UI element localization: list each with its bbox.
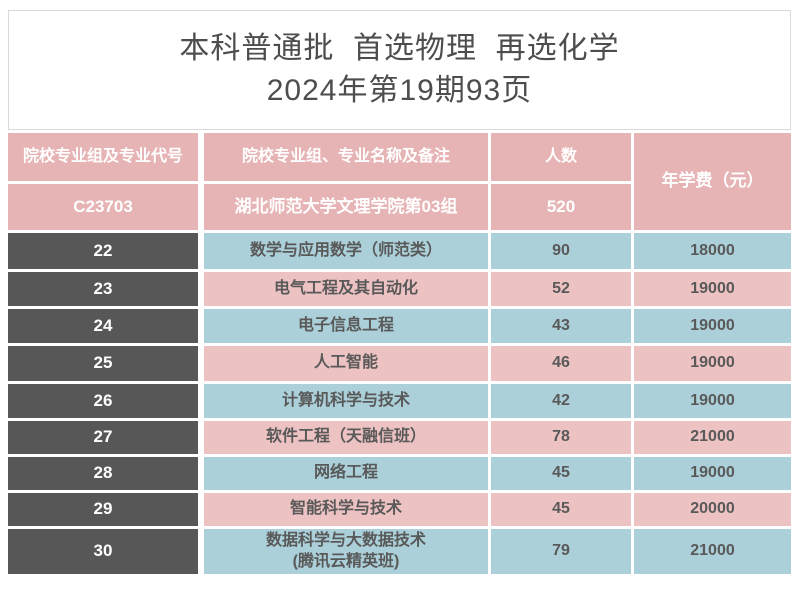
row-count-cell: 45 — [491, 457, 631, 490]
row-fee-cell: 18000 — [634, 233, 791, 269]
row-code-cell: 23 — [8, 272, 201, 306]
row-count-cell: 42 — [491, 384, 631, 418]
row-specialty-cell: 网络工程 — [204, 457, 488, 490]
admissions-table: 院校专业组及专业代号 院校专业组、专业名称及备注 人数 年学费（元） C2370… — [8, 133, 791, 574]
row-fee-cell: 19000 — [634, 457, 791, 490]
row-code-cell: 29 — [8, 493, 201, 526]
row-code-cell: 26 — [8, 384, 201, 418]
row-fee-cell: 19000 — [634, 272, 791, 306]
row-fee-cell: 21000 — [634, 529, 791, 574]
row-fee-cell: 21000 — [634, 421, 791, 454]
row-count-cell: 43 — [491, 309, 631, 343]
header-count: 人数 — [491, 133, 631, 181]
row-fee-cell: 19000 — [634, 346, 791, 381]
row-count-cell: 90 — [491, 233, 631, 269]
row-code-cell: 27 — [8, 421, 201, 454]
row-count-cell: 52 — [491, 272, 631, 306]
row-specialty-cell: 数据科学与大数据技术 (腾讯云精英班) — [204, 529, 488, 574]
row-fee-cell: 20000 — [634, 493, 791, 526]
header-specialty: 院校专业组、专业名称及备注 — [204, 133, 488, 181]
row-specialty-cell: 软件工程（天融信班） — [204, 421, 488, 454]
title-line-2: 2024年第19期93页 — [266, 74, 533, 107]
row-code-cell: 30 — [8, 529, 201, 574]
header-group-code: 院校专业组及专业代号 — [8, 133, 201, 181]
row-specialty-cell: 电气工程及其自动化 — [204, 272, 488, 306]
header-fee: 年学费（元） — [634, 133, 791, 230]
row-count-cell: 46 — [491, 346, 631, 381]
row-fee-cell: 19000 — [634, 384, 791, 418]
group-name-cell: 湖北师范大学文理学院第03组 — [204, 184, 488, 230]
row-specialty-cell: 人工智能 — [204, 346, 488, 381]
row-count-cell: 78 — [491, 421, 631, 454]
title-box: 本科普通批 首选物理 再选化学 2024年第19期93页 — [8, 10, 791, 130]
row-count-cell: 45 — [491, 493, 631, 526]
group-code-cell: C23703 — [8, 184, 201, 230]
row-fee-cell: 19000 — [634, 309, 791, 343]
row-code-cell: 28 — [8, 457, 201, 490]
row-specialty-cell: 智能科学与技术 — [204, 493, 488, 526]
row-code-cell: 25 — [8, 346, 201, 381]
row-specialty-cell: 数学与应用数学（师范类） — [204, 233, 488, 269]
row-code-cell: 24 — [8, 309, 201, 343]
group-count-cell: 520 — [491, 184, 631, 230]
row-specialty-cell: 电子信息工程 — [204, 309, 488, 343]
row-code-cell: 22 — [8, 233, 201, 269]
title-line-1: 本科普通批 首选物理 再选化学 — [179, 32, 620, 65]
row-count-cell: 79 — [491, 529, 631, 574]
row-specialty-cell: 计算机科学与技术 — [204, 384, 488, 418]
